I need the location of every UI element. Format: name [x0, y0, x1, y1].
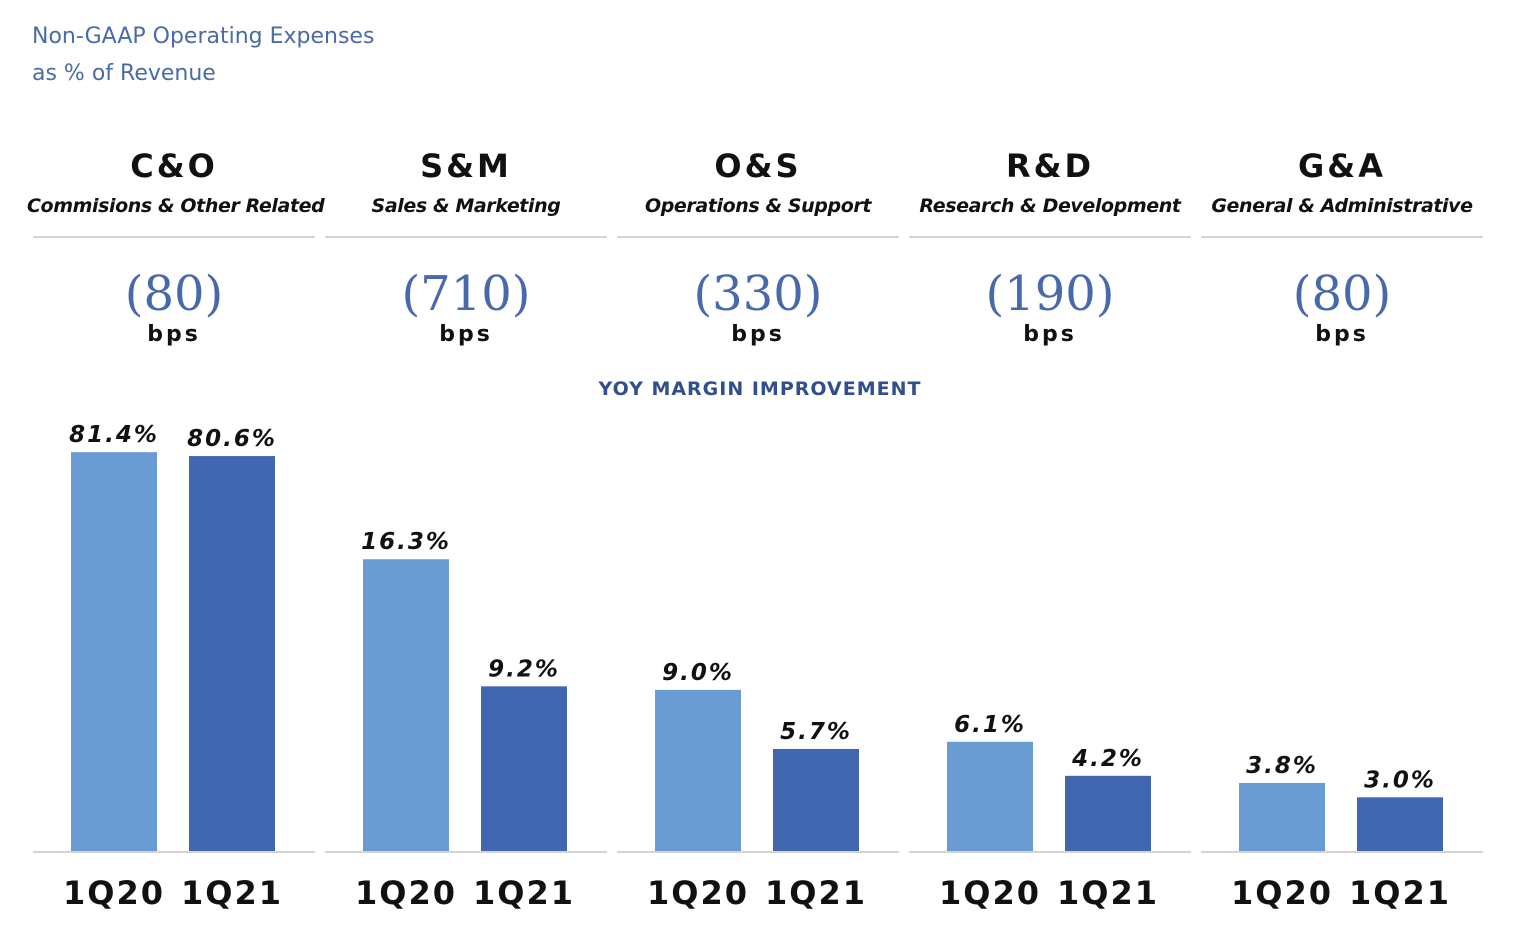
x-tick-label: 1Q21 [765, 874, 867, 912]
bps-value: (80) [124, 266, 224, 322]
bar-value-label: 81.4% [69, 422, 159, 448]
bps-unit: bps [1023, 322, 1077, 347]
x-tick-label: 1Q20 [939, 874, 1041, 912]
bar-value-label: 9.0% [662, 660, 734, 686]
panel-header-divider [909, 236, 1191, 238]
bps-unit: bps [1315, 322, 1369, 347]
chart-title-line-1: Non-GAAP Operating Expenses [32, 24, 375, 49]
panel-fullname: Research & Development [919, 195, 1181, 217]
bps-value: (710) [401, 266, 531, 322]
bps-unit: bps [147, 322, 201, 347]
panel-fullname: Commisions & Other Related [27, 195, 325, 217]
x-tick-label: 1Q20 [63, 874, 165, 912]
x-tick-label: 1Q21 [473, 874, 575, 912]
baseline-rule [617, 851, 899, 853]
bps-unit: bps [731, 322, 785, 347]
panel-fullname: Sales & Marketing [371, 195, 561, 217]
bar-1q20 [71, 452, 157, 851]
chart-title: Non-GAAP Operating Expenses as % of Reve… [32, 18, 374, 92]
bar-1q21 [189, 456, 275, 851]
panel-abbr: O&S [714, 147, 802, 185]
bar-value-label: 6.1% [954, 712, 1026, 738]
bar-value-label: 3.0% [1364, 767, 1436, 793]
bar-value-label: 3.8% [1246, 753, 1318, 779]
bar-1q20 [1239, 782, 1325, 851]
panel-r-and-d: R&D Research & Development (190) bps [909, 140, 1191, 910]
chart-title-line-2: as % of Revenue [32, 61, 216, 86]
bar-1q20 [363, 559, 449, 851]
panel-fullname: General & Administrative [1211, 195, 1473, 217]
x-tick-label: 1Q21 [1349, 874, 1451, 912]
panel-abbr: C&O [130, 147, 218, 185]
baseline-rule [909, 851, 1191, 853]
x-tick-label: 1Q21 [181, 874, 283, 912]
bar-value-label: 80.6% [187, 426, 277, 452]
panel-header-divider [33, 236, 315, 238]
panel-header-divider [1201, 236, 1483, 238]
bar-value-label: 5.7% [780, 719, 852, 745]
bps-unit: bps [439, 322, 493, 347]
bps-value: (190) [985, 266, 1115, 322]
panel-fullname: Operations & Support [644, 195, 872, 217]
bar-value-label: 9.2% [488, 656, 560, 682]
panel-g-and-a: G&A General & Administrative (80) bps [1201, 140, 1483, 910]
baseline-rule [1201, 851, 1483, 853]
bar-1q21 [1065, 775, 1151, 851]
bar-value-label: 4.2% [1071, 746, 1144, 772]
bps-value: (330) [693, 266, 823, 322]
panel-header-divider [617, 236, 899, 238]
x-tick-label: 1Q20 [647, 874, 749, 912]
baseline-rule [33, 851, 315, 853]
x-tick-label: 1Q21 [1057, 874, 1159, 912]
yoy-margin-improvement-label: YOY MARGIN IMPROVEMENT [598, 378, 922, 400]
bar-value-label: 16.3% [361, 529, 451, 555]
bar-1q21 [1357, 797, 1443, 851]
panel-header-divider [325, 236, 607, 238]
panel-c-and-o: C&O Commisions & Other Related (80) bps [27, 140, 325, 910]
panel-abbr: R&D [1005, 147, 1095, 185]
x-tick-label: 1Q20 [1231, 874, 1333, 912]
bar-1q20 [655, 689, 741, 851]
bar-1q20 [947, 741, 1033, 851]
baseline-rule [325, 851, 607, 853]
x-tick-label: 1Q20 [355, 874, 457, 912]
bar-1q21 [773, 748, 859, 851]
panel-abbr: G&A [1298, 147, 1386, 185]
panel-o-and-s: O&S Operations & Support (330) bps [617, 140, 899, 910]
panel-abbr: S&M [420, 147, 512, 185]
bps-value: (80) [1292, 266, 1392, 322]
panel-s-and-m: S&M Sales & Marketing (710) bps [325, 140, 607, 910]
bar-1q21 [481, 686, 567, 851]
